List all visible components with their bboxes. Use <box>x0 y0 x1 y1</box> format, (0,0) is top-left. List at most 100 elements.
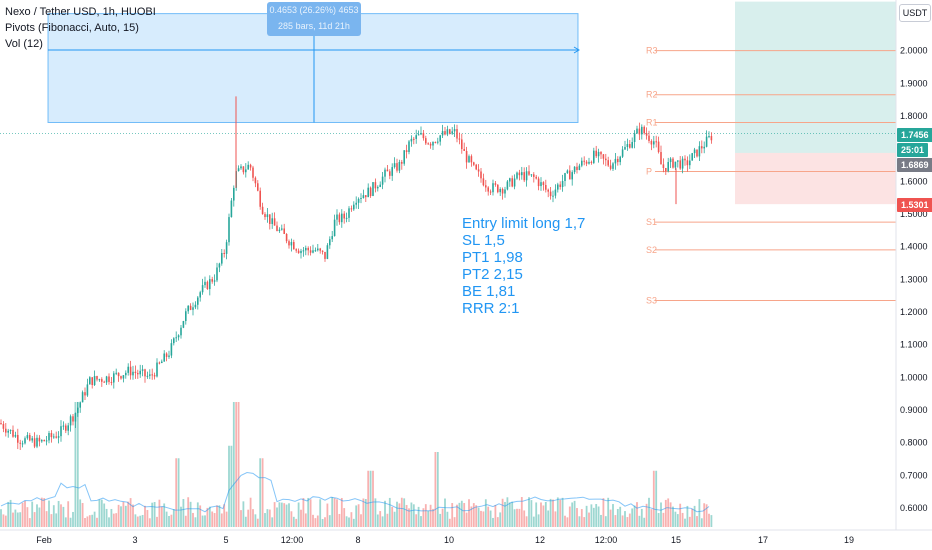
candle-body <box>161 361 163 364</box>
pivot-label-r1: R1 <box>646 117 658 127</box>
candle-body <box>665 167 667 172</box>
candle-body <box>103 381 105 383</box>
volume-bar <box>602 498 605 527</box>
volume-bar <box>64 517 67 527</box>
candle-body <box>549 191 552 197</box>
x-axis[interactable]: Feb 3 5 12:00 8 10 12 12:00 15 17 19 <box>0 529 932 545</box>
candle-body <box>228 217 230 243</box>
volume-bar <box>674 511 677 527</box>
volume-bar <box>165 511 168 527</box>
volume-bar <box>127 501 130 527</box>
candle-body <box>276 225 278 231</box>
candle-body <box>437 141 439 143</box>
candle-body <box>417 134 420 136</box>
volume-bar <box>196 502 199 527</box>
candle-body <box>693 149 696 154</box>
volume-bar <box>374 498 377 527</box>
volume-bar <box>679 503 682 527</box>
candle-body <box>701 146 703 149</box>
currency-unit-button[interactable]: USDT <box>899 4 931 22</box>
volume-bar <box>285 504 288 527</box>
y-tick-label: 1.4000 <box>900 242 928 252</box>
legend-symbol[interactable]: Nexo / Tether USD, 1h, HUOBI <box>5 6 156 18</box>
candle-body <box>331 236 333 240</box>
profit-zone[interactable] <box>735 1 896 153</box>
legend-pivots[interactable]: Pivots (Fibonacci, Auto, 15) <box>5 22 139 34</box>
y-tick-label: 0.6000 <box>900 503 928 513</box>
candle-body <box>607 160 609 166</box>
volume-bar <box>76 402 79 527</box>
candle-body <box>24 438 26 444</box>
volume-bar <box>432 508 434 527</box>
volume-bar <box>62 506 65 527</box>
volume-bar <box>604 516 607 527</box>
candle-body <box>547 189 549 192</box>
volume-bar <box>14 509 17 527</box>
candle-body <box>624 146 626 150</box>
volume-bar <box>249 497 252 527</box>
candle-body <box>26 435 29 439</box>
volume-bar <box>163 503 166 527</box>
candle-body <box>372 182 374 196</box>
legend-volume[interactable]: Vol (12) <box>5 38 43 50</box>
candle-body <box>285 233 288 242</box>
volume-bar <box>484 499 487 527</box>
volume-bar <box>304 513 307 527</box>
volume-bar <box>223 504 226 527</box>
volume-bar <box>475 505 478 527</box>
volume-bar <box>0 509 2 527</box>
loss-zone[interactable] <box>735 152 896 205</box>
candle-body <box>537 178 540 187</box>
candle-body <box>194 304 197 308</box>
candle-body <box>470 156 473 163</box>
candle-body <box>396 163 398 171</box>
note-pt2: PT2 2,15 <box>462 266 523 283</box>
volume-bar <box>81 503 84 527</box>
volume-bar <box>640 508 643 527</box>
candle-body <box>641 126 643 135</box>
candle-body <box>458 138 461 140</box>
y-tick-label: 0.9000 <box>900 405 928 415</box>
volume-bar <box>696 516 698 527</box>
volume-bar <box>693 505 696 527</box>
y-axis[interactable]: 2.10002.00001.90001.80001.70001.60001.50… <box>895 0 928 530</box>
trade-notes[interactable]: Entry limit long 1,7 SL 1,5 PT1 1,98 PT2… <box>462 215 585 317</box>
volume-bar <box>362 498 365 527</box>
candle-body <box>710 136 713 141</box>
candle-body <box>444 131 446 135</box>
candle-body <box>254 177 257 184</box>
candle-body <box>501 189 504 194</box>
candle-body <box>192 307 194 310</box>
volume-bar <box>453 517 456 527</box>
volume-bar <box>88 515 91 527</box>
y-tick-label: 1.0000 <box>900 372 928 382</box>
volume-bar <box>542 505 545 527</box>
volume-bar <box>465 512 468 527</box>
candle-body <box>638 128 641 135</box>
volume-bar <box>499 512 502 527</box>
candle-body <box>36 437 38 447</box>
volume-bar <box>523 510 526 527</box>
volume-bar <box>295 518 298 527</box>
volume-bar <box>650 509 653 527</box>
candle-body <box>242 166 245 173</box>
candle-body <box>127 366 129 373</box>
candle-body <box>177 335 180 338</box>
candle-body <box>612 163 614 169</box>
candle-body <box>197 297 199 305</box>
candle-body <box>492 183 494 193</box>
candle-body <box>326 245 329 259</box>
candle-body <box>631 141 633 148</box>
candle-body <box>360 197 362 199</box>
candle-body <box>237 168 240 172</box>
volume-bar <box>151 502 154 527</box>
volume-bar <box>631 508 634 527</box>
volume-bar <box>189 501 192 527</box>
candle-body <box>499 189 501 193</box>
volume-bar <box>568 506 571 527</box>
volume-bar <box>386 513 389 527</box>
volume-bar <box>547 510 550 527</box>
candle-body <box>473 162 475 165</box>
